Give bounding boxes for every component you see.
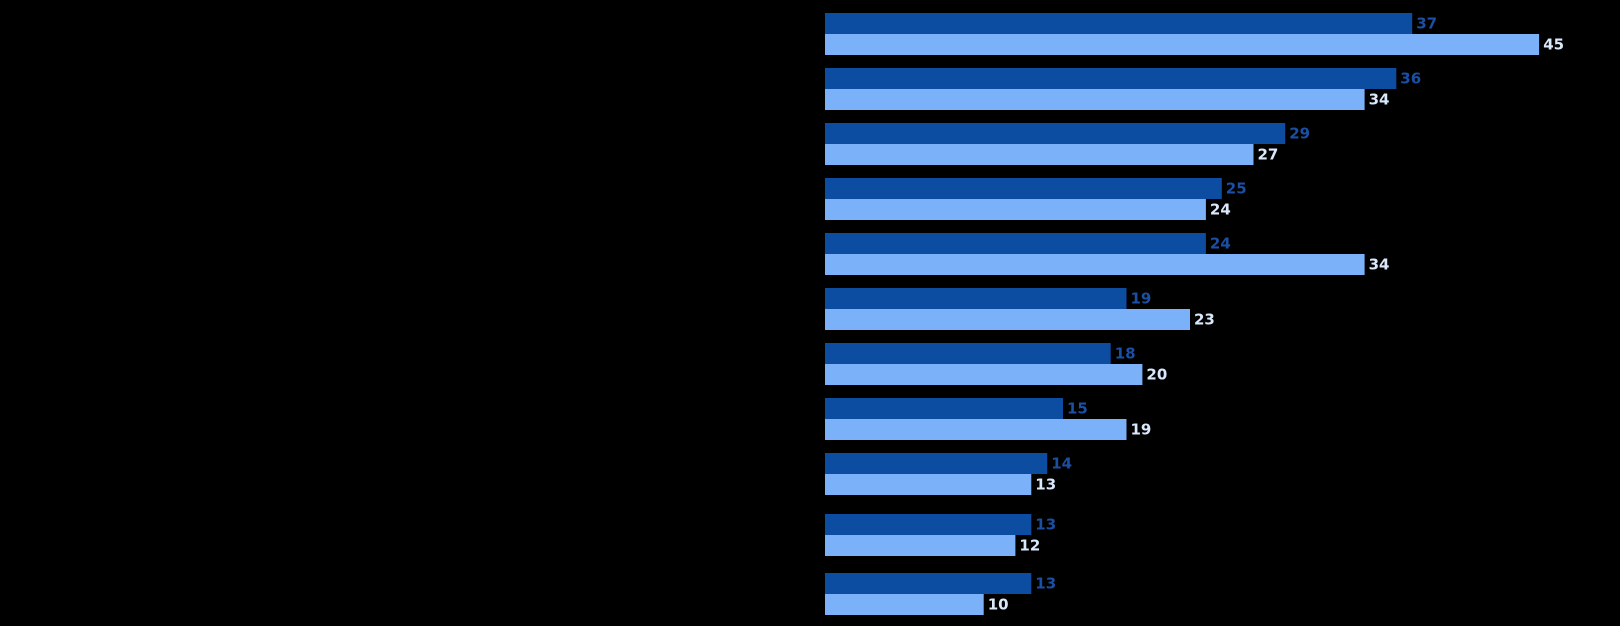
bars-group bbox=[825, 13, 1540, 615]
bar-5-series-1 bbox=[825, 233, 1206, 254]
value-label-4-series-1: 25 bbox=[1226, 180, 1247, 198]
bar-3-series-1 bbox=[825, 123, 1286, 144]
bar-10-series-2 bbox=[825, 535, 1016, 556]
bar-8-series-1 bbox=[825, 398, 1063, 419]
bar-11-series-1 bbox=[825, 573, 1032, 594]
bar-11-series-2 bbox=[825, 594, 984, 615]
bar-6-series-2 bbox=[825, 309, 1190, 330]
value-labels-group: 37 45 36 34 29 27 25 24 24 34 19 23 18 20 15 19 14 13 13 12… bbox=[988, 15, 1564, 614]
bar-4-series-2 bbox=[825, 199, 1206, 220]
value-label-7-series-2: 20 bbox=[1146, 366, 1167, 384]
value-label-4-series-2: 24 bbox=[1210, 201, 1231, 219]
bar-3-series-2 bbox=[825, 144, 1254, 165]
bar-6-series-1 bbox=[825, 288, 1127, 309]
bar-1-series-1 bbox=[825, 13, 1413, 34]
value-label-2-series-2: 34 bbox=[1369, 91, 1390, 109]
value-label-3-series-2: 27 bbox=[1258, 146, 1279, 164]
bar-2-series-2 bbox=[825, 89, 1365, 110]
bar-5-series-2 bbox=[825, 254, 1365, 275]
value-label-6-series-1: 19 bbox=[1131, 290, 1152, 308]
bar-9-series-2 bbox=[825, 474, 1032, 495]
value-label-5-series-2: 34 bbox=[1369, 256, 1390, 274]
value-label-8-series-2: 19 bbox=[1131, 421, 1152, 439]
value-label-9-series-1: 14 bbox=[1051, 455, 1072, 473]
value-label-10-series-2: 12 bbox=[1019, 537, 1040, 555]
bar-4-series-1 bbox=[825, 178, 1222, 199]
bar-2-series-1 bbox=[825, 68, 1397, 89]
value-label-1-series-2: 45 bbox=[1543, 36, 1564, 54]
value-label-6-series-2: 23 bbox=[1194, 311, 1215, 329]
bar-8-series-2 bbox=[825, 419, 1127, 440]
bar-7-series-2 bbox=[825, 364, 1143, 385]
value-label-11-series-2: 10 bbox=[988, 596, 1009, 614]
value-label-7-series-1: 18 bbox=[1115, 345, 1136, 363]
value-label-8-series-1: 15 bbox=[1067, 400, 1088, 418]
bar-10-series-1 bbox=[825, 514, 1032, 535]
bar-1-series-2 bbox=[825, 34, 1540, 55]
bar-9-series-1 bbox=[825, 453, 1048, 474]
value-label-11-series-1: 13 bbox=[1035, 575, 1056, 593]
value-label-5-series-1: 24 bbox=[1210, 235, 1231, 253]
value-label-3-series-1: 29 bbox=[1289, 125, 1310, 143]
value-label-10-series-1: 13 bbox=[1035, 516, 1056, 534]
value-label-2-series-1: 36 bbox=[1400, 70, 1421, 88]
bar-7-series-1 bbox=[825, 343, 1111, 364]
value-label-9-series-2: 13 bbox=[1035, 476, 1056, 494]
value-label-1-series-1: 37 bbox=[1416, 15, 1437, 33]
